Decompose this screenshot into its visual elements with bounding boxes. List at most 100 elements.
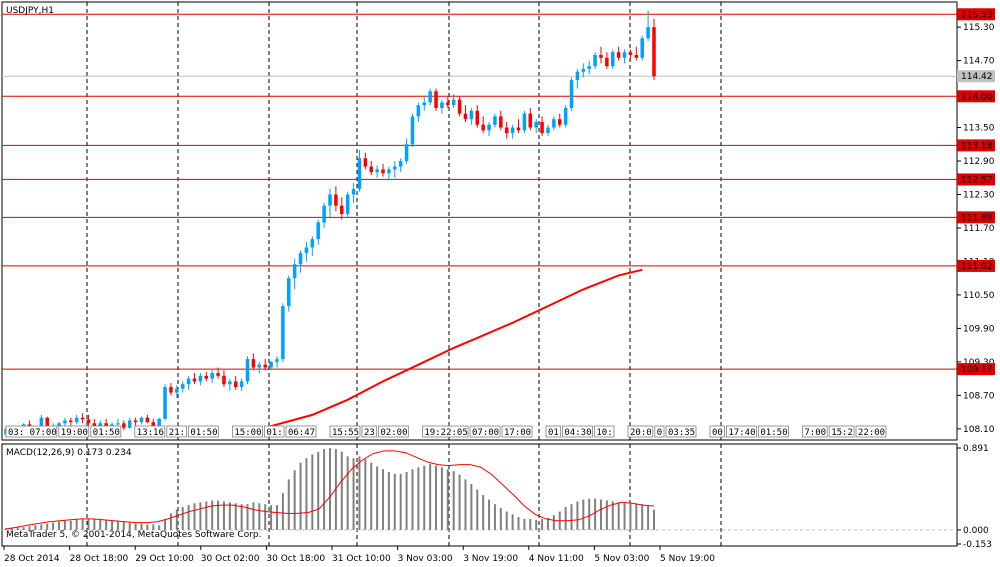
horizontal-level-tag [957, 8, 995, 21]
candle-body [398, 161, 403, 167]
candle-body [251, 359, 256, 368]
candle-body [575, 71, 580, 81]
price-tick-label: 114.70 [963, 57, 995, 67]
copyright-text: MetaTrader 5, © 2001-2014, MetaQuotes So… [6, 530, 262, 540]
candle-body [127, 420, 132, 428]
candle-body [351, 188, 356, 195]
event-marker-label: 23 [364, 428, 375, 438]
candle-body [628, 52, 633, 56]
event-marker [285, 425, 317, 438]
event-marker [469, 425, 501, 438]
candle-body [416, 105, 421, 117]
event-marker [263, 425, 285, 438]
event-marker [501, 425, 533, 438]
candle-body [375, 169, 379, 173]
candle-body [587, 66, 591, 69]
event-marker [187, 425, 219, 438]
candle-body [640, 38, 644, 58]
candle-body [63, 420, 67, 424]
time-tick-label: 5 Nov 19:00 [660, 554, 715, 564]
horizontal-level-tag [957, 139, 995, 152]
candle-body [569, 80, 574, 109]
candle-body [475, 110, 480, 125]
candle-body [522, 113, 527, 131]
current-price-tag [957, 70, 995, 83]
time-tick-label: 30 Oct 18:00 [266, 554, 325, 564]
price-tick-label: 112.90 [963, 157, 995, 167]
time-tick-label: 5 Nov 03:00 [594, 554, 649, 564]
candle-body [139, 417, 144, 423]
event-marker [665, 425, 697, 438]
candle-body [481, 124, 485, 131]
candle-body [634, 55, 639, 58]
candle-body [434, 91, 438, 109]
candle-body [275, 359, 279, 362]
price-panel[interactable]: 115.30114.70114.10113.50112.90112.30111.… [1, 1, 995, 441]
candle-body [74, 417, 79, 423]
price-tick-label: 108.70 [963, 391, 995, 401]
candle-body [45, 417, 50, 432]
event-marker-label: 06:47 [288, 428, 315, 438]
event-marker-label: 17:40 [728, 428, 755, 438]
event-marker [654, 425, 665, 438]
event-marker-label: 20:0 [630, 428, 652, 438]
candle-body [304, 247, 309, 254]
horizontal-level-label: 113.18 [961, 141, 993, 151]
price-tick-label: 108.10 [963, 425, 995, 435]
macd-tick-label: 0.891 [963, 444, 989, 454]
candle-body [593, 55, 597, 67]
price-tick-label: 109.30 [963, 358, 995, 368]
price-tick-label: 113.50 [963, 124, 995, 134]
candle-body [410, 116, 415, 145]
event-marker-label: 10: [596, 428, 612, 438]
horizontal-level-tag [957, 259, 995, 272]
candle-body [540, 121, 544, 134]
candle-body [422, 102, 427, 106]
horizontal-level-label: 112.57 [961, 175, 993, 185]
event-marker [58, 425, 90, 438]
candle-body [57, 423, 61, 427]
event-marker-label: 03: 07:00 [8, 428, 57, 438]
horizontal-level-label: 111.89 [961, 213, 993, 223]
event-marker [562, 425, 593, 438]
candle-body [298, 253, 303, 265]
price-tick-label: 109.90 [963, 324, 995, 334]
event-marker-label: 01:50 [93, 428, 120, 438]
candle-body [322, 205, 326, 223]
candle-body [157, 418, 161, 427]
event-marker-label: 01 [548, 428, 559, 438]
candle-body [363, 158, 368, 167]
candle-body [428, 91, 432, 103]
event-marker-label: 00 [712, 428, 723, 438]
horizontal-level-tag [957, 173, 995, 186]
time-tick-label: 4 Nov 11:00 [529, 554, 584, 564]
candle-body [310, 239, 315, 248]
macd-tick-label: 0.000 [963, 526, 989, 536]
candle-body [228, 381, 232, 385]
candle-body [286, 278, 291, 307]
symbol-label: USDJPY,H1 [6, 6, 54, 16]
candle-body [581, 68, 586, 72]
event-marker [361, 425, 377, 438]
event-marker [421, 425, 469, 438]
event-marker [627, 425, 654, 438]
macd-panel: 0.891 0.000 -0.153 [1, 443, 992, 550]
horizontal-level-label: 115.53 [961, 10, 993, 20]
candle-body [563, 108, 568, 125]
event-marker-label: 01:50 [190, 428, 217, 438]
candle-body [652, 27, 656, 77]
price-tick-label: 111.70 [963, 224, 995, 234]
candle-body [151, 422, 156, 427]
candle-body [204, 375, 209, 379]
event-marker [231, 425, 263, 438]
candle-body [192, 378, 197, 382]
candle-body [504, 127, 509, 134]
event-marker-label: 15:55 [332, 428, 359, 438]
event-marker [726, 425, 757, 438]
candle-body [239, 381, 244, 387]
candle-body [610, 52, 615, 67]
event-marker [594, 425, 615, 438]
candle-body [516, 127, 521, 131]
candle-body [92, 423, 97, 427]
